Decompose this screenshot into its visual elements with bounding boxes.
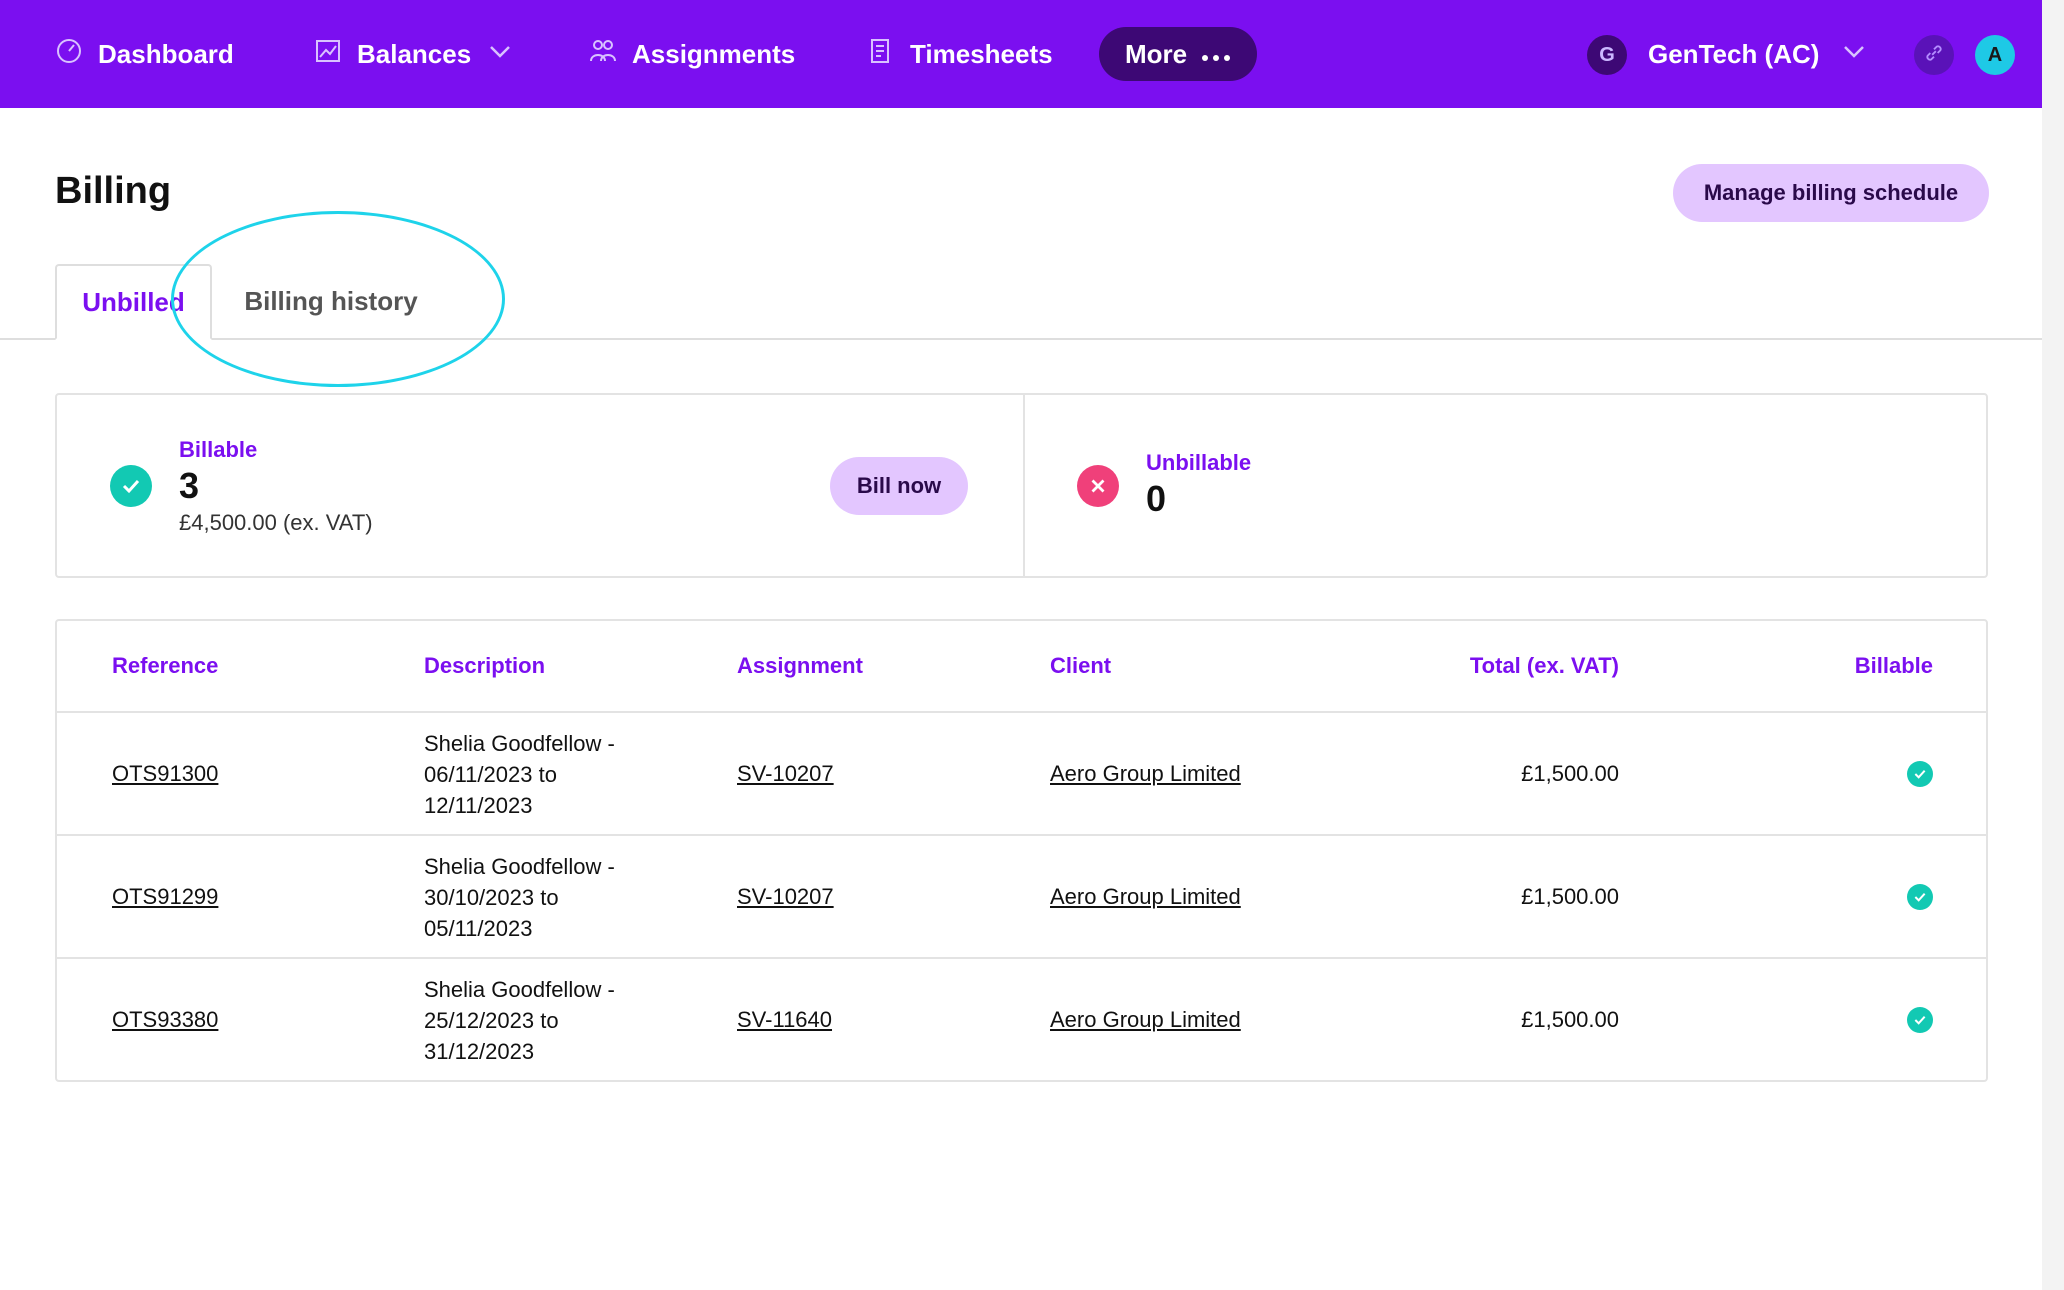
nav-more-label: More [1124, 38, 1188, 69]
nav-timesheets[interactable]: Timesheets [866, 0, 1053, 108]
bill-now-button[interactable]: Bill now [830, 457, 968, 515]
link-button[interactable] [1914, 35, 1954, 75]
header-description[interactable]: Description [424, 653, 546, 678]
assignment-link[interactable]: SV-11640 [737, 1007, 833, 1032]
description-cell: Shelia Goodfellow - 25/12/2023 to 31/12/… [424, 977, 615, 1064]
user-avatar[interactable]: A [1975, 35, 2015, 75]
header-billable[interactable]: Billable [1854, 653, 1933, 678]
client-link[interactable]: Aero Group Limited [1050, 1007, 1241, 1032]
x-circle-icon [1077, 465, 1119, 507]
dashboard-icon [54, 36, 84, 73]
description-cell: Shelia Goodfellow - 30/10/2023 to 05/11/… [424, 854, 615, 941]
manage-billing-schedule-button[interactable]: Manage billing schedule [1673, 164, 1989, 222]
header-assignment[interactable]: Assignment [737, 653, 863, 678]
header-total[interactable]: Total (ex. VAT) [1469, 653, 1619, 678]
scrollbar-track[interactable] [2042, 0, 2064, 1290]
billable-label: Billable [179, 437, 258, 462]
nav-dashboard[interactable]: Dashboard [54, 0, 234, 108]
tab-billing-history[interactable]: Billing history [244, 285, 418, 316]
check-circle-icon [1907, 1007, 1933, 1033]
client-link[interactable]: Aero Group Limited [1050, 884, 1241, 909]
assignment-link[interactable]: SV-10207 [737, 761, 834, 786]
link-icon [1923, 42, 1945, 69]
client-link[interactable]: Aero Group Limited [1050, 761, 1241, 786]
header-client[interactable]: Client [1050, 653, 1112, 678]
document-icon [866, 36, 896, 73]
billable-amount: £4,500.00 (ex. VAT) [179, 510, 373, 535]
description-cell: Shelia Goodfellow - 06/11/2023 to 12/11/… [424, 731, 615, 818]
reference-link[interactable]: OTS93380 [112, 1007, 219, 1032]
chevron-down-icon [1839, 36, 1869, 73]
top-navigation: Dashboard Balances Assignments Timesheet… [0, 0, 2042, 108]
billable-count: 3 [179, 465, 200, 506]
nav-dashboard-label: Dashboard [98, 38, 234, 69]
table-row: OTS93380 Shelia Goodfellow - 25/12/2023 … [57, 957, 1986, 1080]
summary-divider [1023, 395, 1025, 576]
unbillable-label: Unbillable [1146, 450, 1252, 475]
total-cell: £1,500.00 [1521, 1007, 1619, 1032]
header-reference[interactable]: Reference [112, 653, 219, 678]
chart-icon [313, 36, 343, 73]
table-row: OTS91300 Shelia Goodfellow - 06/11/2023 … [57, 711, 1986, 834]
org-switcher[interactable]: GenTech (AC) [1648, 0, 1869, 108]
tabs-divider [0, 338, 2042, 340]
chevron-down-icon [485, 36, 515, 73]
more-dots-icon [1201, 39, 1231, 70]
check-circle-icon [1907, 761, 1933, 787]
check-circle-icon [110, 465, 152, 507]
total-cell: £1,500.00 [1521, 761, 1619, 786]
org-initial-badge: G [1587, 35, 1627, 75]
assignment-link[interactable]: SV-10207 [737, 884, 834, 909]
nav-assignments-label: Assignments [632, 38, 796, 69]
nav-more-button[interactable]: More [1099, 27, 1257, 81]
total-cell: £1,500.00 [1521, 884, 1619, 909]
page-title: Billing [55, 170, 172, 212]
nav-assignments[interactable]: Assignments [588, 0, 795, 108]
people-icon [588, 36, 618, 73]
billing-table: Reference Description Assignment Client … [55, 619, 1988, 1082]
unbillable-count: 0 [1146, 478, 1167, 519]
table-row: OTS91299 Shelia Goodfellow - 30/10/2023 … [57, 834, 1986, 957]
org-name-label: GenTech (AC) [1648, 38, 1820, 69]
nav-timesheets-label: Timesheets [910, 38, 1053, 69]
billing-summary-card: Billable 3 £4,500.00 (ex. VAT) Bill now … [55, 393, 1988, 578]
tab-unbilled[interactable]: Unbilled [55, 264, 212, 340]
nav-balances-label: Balances [357, 38, 472, 69]
reference-link[interactable]: OTS91300 [112, 761, 219, 786]
nav-balances[interactable]: Balances [313, 0, 515, 108]
check-circle-icon [1907, 884, 1933, 910]
reference-link[interactable]: OTS91299 [112, 884, 219, 909]
